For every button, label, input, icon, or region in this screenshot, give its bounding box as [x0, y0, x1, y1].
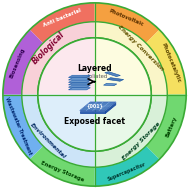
- Text: Photocatalytic: Photocatalytic: [161, 42, 182, 83]
- Text: Layered: Layered: [77, 64, 112, 74]
- Polygon shape: [107, 78, 124, 81]
- Wedge shape: [94, 39, 150, 94]
- Wedge shape: [146, 30, 186, 94]
- Polygon shape: [80, 102, 116, 111]
- Polygon shape: [69, 80, 90, 82]
- Polygon shape: [69, 88, 90, 90]
- Polygon shape: [105, 72, 120, 77]
- Polygon shape: [105, 102, 116, 113]
- Text: Energy Storage: Energy Storage: [121, 121, 161, 161]
- Wedge shape: [94, 94, 150, 150]
- Polygon shape: [69, 85, 90, 87]
- Wedge shape: [39, 94, 94, 150]
- Wedge shape: [94, 22, 167, 94]
- Wedge shape: [94, 94, 151, 151]
- Wedge shape: [39, 39, 94, 94]
- Text: Environmental: Environmental: [29, 122, 67, 160]
- Wedge shape: [94, 146, 159, 186]
- Circle shape: [39, 39, 150, 150]
- Text: Supercapacitor: Supercapacitor: [106, 161, 146, 181]
- Text: Energy Storage: Energy Storage: [40, 160, 85, 182]
- Polygon shape: [69, 78, 90, 80]
- Wedge shape: [94, 3, 159, 43]
- Text: Anti bacterial: Anti bacterial: [43, 8, 83, 28]
- Polygon shape: [80, 111, 105, 113]
- Text: Battery: Battery: [165, 115, 178, 138]
- Wedge shape: [3, 94, 43, 159]
- Text: Exposed facet: Exposed facet: [64, 117, 125, 126]
- Wedge shape: [38, 38, 94, 94]
- Polygon shape: [69, 83, 90, 85]
- Wedge shape: [22, 94, 94, 167]
- Wedge shape: [30, 146, 94, 186]
- Text: Photovoltaic: Photovoltaic: [108, 8, 145, 27]
- Text: Biological: Biological: [30, 30, 66, 66]
- Text: Energy Conversion: Energy Conversion: [117, 24, 165, 72]
- Text: Wastewater Treatment: Wastewater Treatment: [4, 97, 32, 156]
- Polygon shape: [69, 75, 90, 77]
- Wedge shape: [94, 94, 167, 167]
- Wedge shape: [146, 94, 186, 159]
- Wedge shape: [30, 3, 94, 43]
- Text: exfoliated: exfoliated: [81, 74, 108, 79]
- Wedge shape: [3, 30, 43, 94]
- Polygon shape: [104, 83, 117, 86]
- Text: Biosensing: Biosensing: [9, 47, 26, 79]
- Wedge shape: [22, 22, 94, 94]
- Wedge shape: [38, 94, 94, 151]
- Text: {001}: {001}: [86, 103, 103, 108]
- Wedge shape: [94, 38, 151, 94]
